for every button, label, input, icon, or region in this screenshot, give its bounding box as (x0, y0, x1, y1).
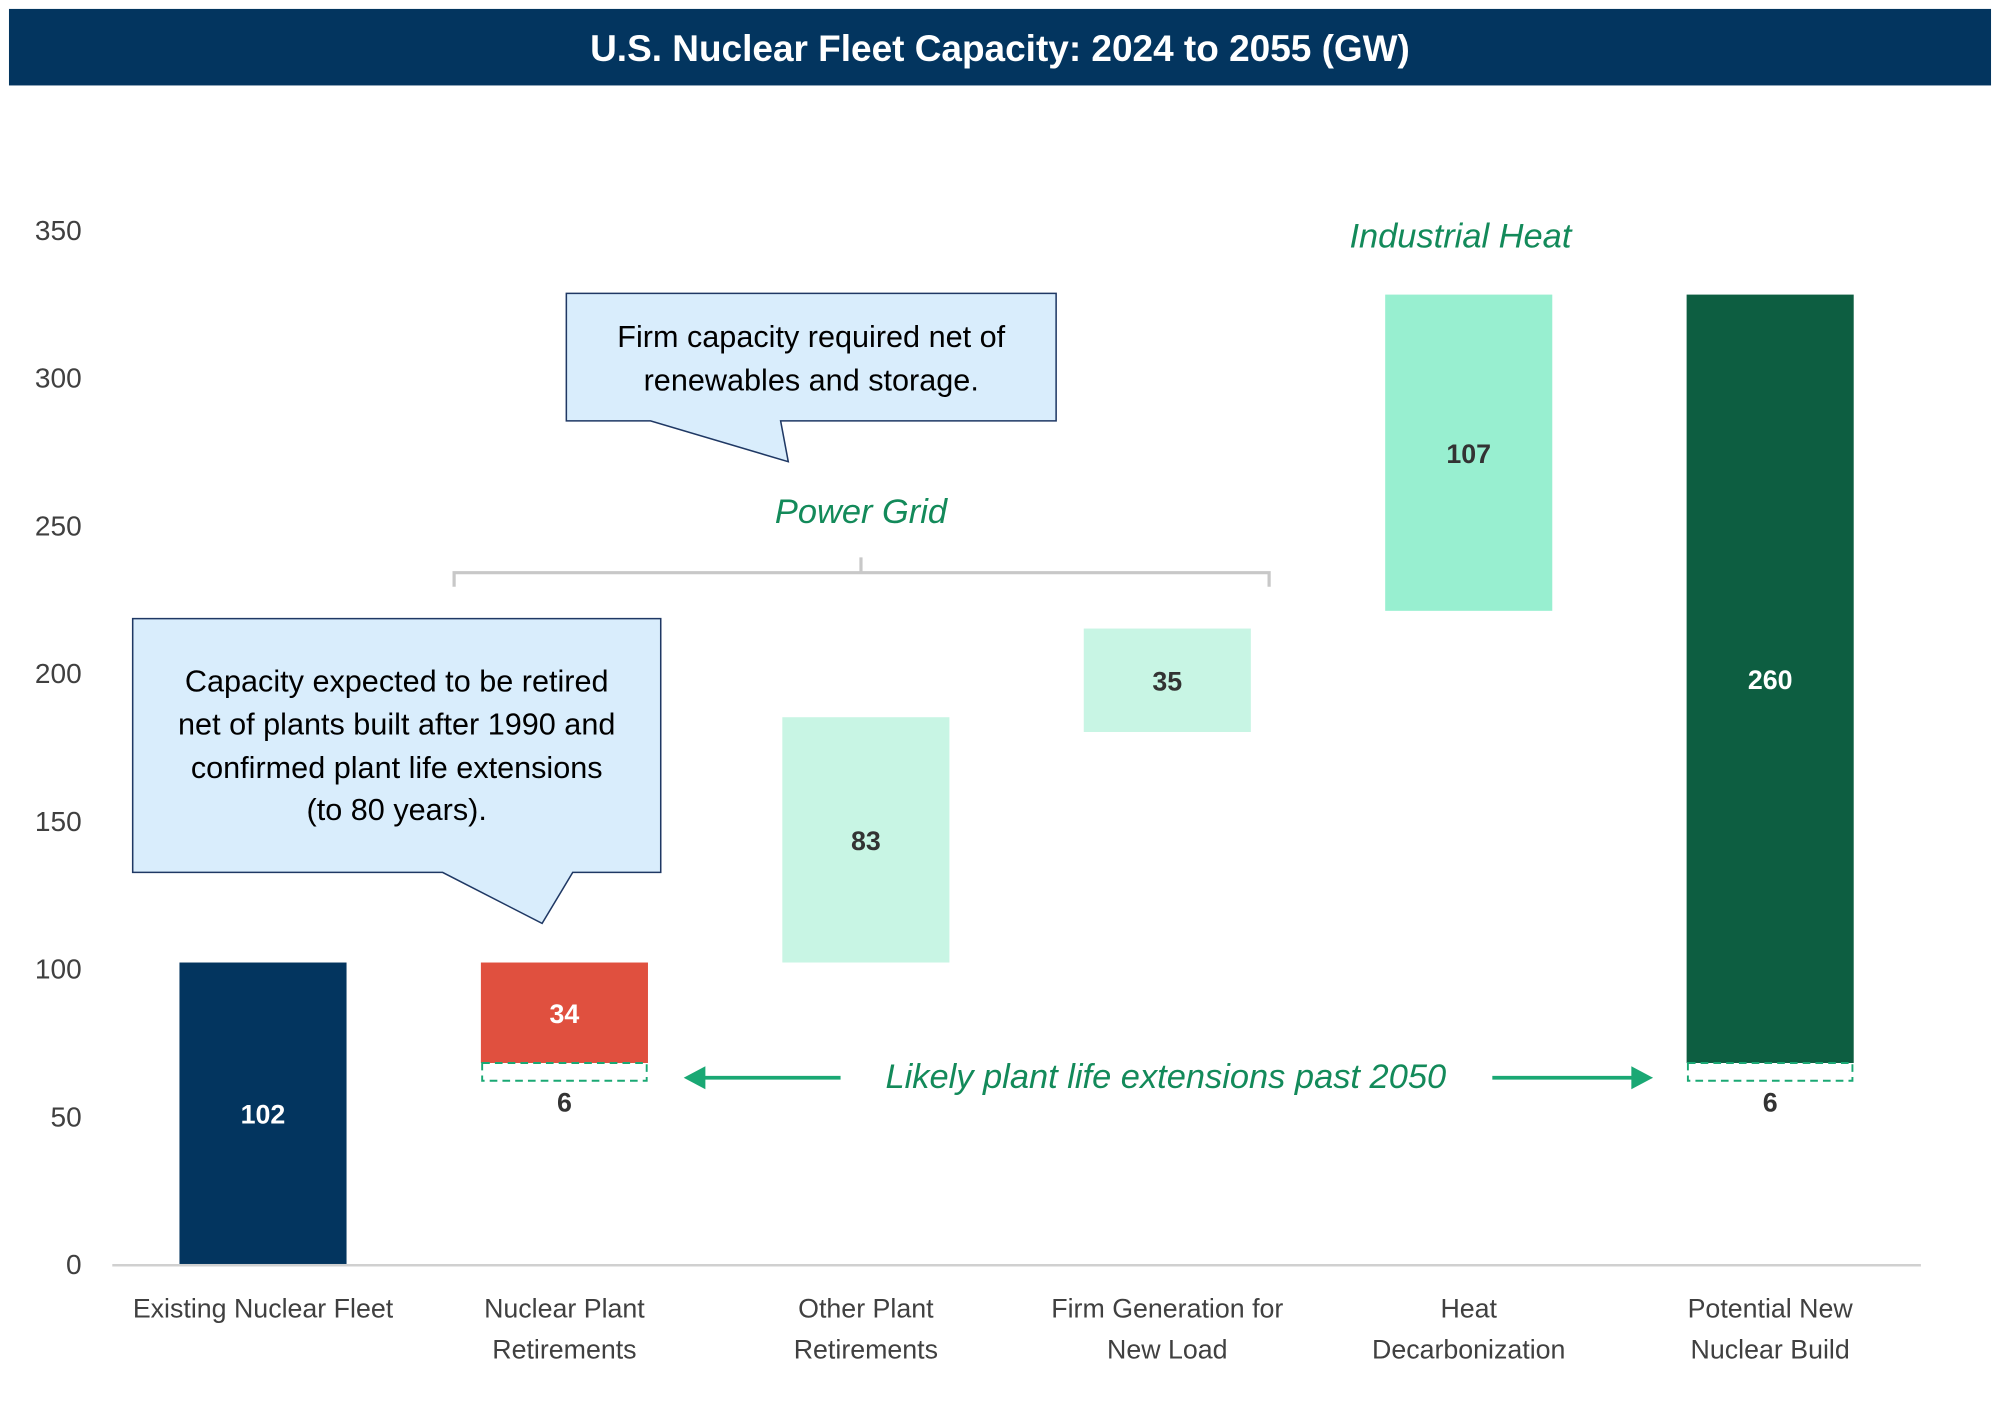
power-grid-label: Power Grid (775, 493, 949, 531)
extension-bar (1686, 1062, 1854, 1082)
bars: 102 34 83 35 107 260 6 6 (179, 294, 1854, 1264)
extension-bar (481, 1062, 648, 1082)
x-axis: Existing Nuclear Fleet Nuclear Plant Retir… (133, 1294, 1854, 1365)
callout-firm-line-1: Firm capacity required net of (617, 320, 1005, 354)
y-tick-label: 150 (35, 806, 82, 837)
x-category-label: Retirements (492, 1334, 636, 1364)
y-tick-label: 350 (35, 215, 82, 246)
left-arrow-icon (683, 1066, 706, 1090)
callout-firm-capacity (565, 292, 1057, 463)
bar (1686, 294, 1854, 1064)
callout-retired-capacity (131, 617, 662, 925)
bar (782, 717, 950, 963)
callout-retired-line-1: Capacity expected to be retired (185, 664, 609, 698)
bar-data-label: 260 (1748, 665, 1793, 695)
bar-data-label: 107 (1446, 439, 1491, 469)
y-tick-label: 0 (66, 1249, 82, 1280)
x-category-label: Firm Generation for (1051, 1294, 1283, 1324)
x-category-label: Decarbonization (1372, 1334, 1565, 1364)
callout-retired-line-3: confirmed plant life extensions (191, 751, 603, 785)
bar-data-label: 83 (851, 826, 881, 856)
industrial-heat-label: Industrial Heat (1349, 217, 1572, 255)
y-tick-label: 300 (35, 363, 82, 394)
y-tick-label: 200 (35, 658, 82, 689)
x-category-label: Heat (1440, 1294, 1497, 1324)
extension-data-label: 6 (1763, 1087, 1778, 1117)
y-tick-label: 50 (50, 1101, 81, 1132)
bar-data-label: 35 (1152, 666, 1182, 696)
extension-data-label: 6 (557, 1087, 572, 1117)
y-axis: 0 50 100 150 200 250 300 350 (35, 215, 82, 1280)
callout-retired-line-4: (to 80 years). (307, 793, 487, 827)
bar (1385, 294, 1553, 611)
title-bar (8, 8, 1992, 86)
bar (1083, 628, 1251, 733)
bar (480, 962, 648, 1064)
bar-data-label: 102 (241, 1099, 286, 1129)
x-category-label: Existing Nuclear Fleet (133, 1294, 394, 1324)
chart-title: U.S. Nuclear Fleet Capacity: 2024 to 205… (590, 28, 1410, 69)
callout-firm-line-2: renewables and storage. (644, 363, 979, 397)
extensions-label: Likely plant life extensions past 2050 (885, 1058, 1446, 1096)
x-category-label: Retirements (794, 1334, 938, 1364)
y-tick-label: 250 (35, 510, 82, 541)
x-category-label: Potential New (1688, 1294, 1854, 1324)
x-category-label: Nuclear Build (1691, 1334, 1850, 1364)
x-category-label: Nuclear Plant (484, 1294, 645, 1324)
x-category-label: Other Plant (798, 1294, 934, 1324)
x-category-label: New Load (1107, 1334, 1228, 1364)
bar (179, 962, 347, 1264)
right-arrow-icon (1631, 1066, 1654, 1090)
power-grid-bracket (452, 557, 1271, 587)
bar-data-label: 34 (550, 999, 580, 1029)
callout-retired-line-2: net of plants built after 1990 and (178, 708, 615, 742)
y-tick-label: 100 (35, 954, 82, 985)
